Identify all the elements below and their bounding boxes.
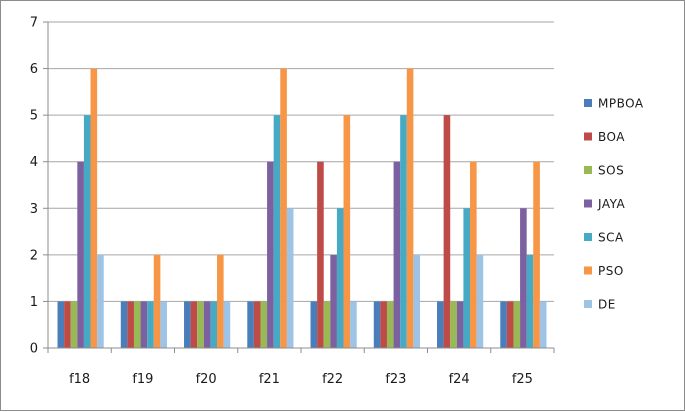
- legend-label: SCA: [598, 231, 624, 245]
- x-tick-label: f19: [132, 372, 153, 387]
- bar: [273, 115, 281, 349]
- y-tick-labels: 0 1 2 3 4 5 6 7: [30, 16, 38, 357]
- bar: [217, 254, 224, 348]
- bar: [533, 161, 540, 348]
- bar: [406, 68, 414, 349]
- bar: [443, 115, 451, 349]
- bar: [476, 254, 484, 348]
- legend-swatch: [584, 266, 592, 275]
- y-tick-label: 3: [30, 202, 38, 217]
- legend-swatch: [584, 132, 592, 141]
- bar: [526, 254, 534, 348]
- bar: [133, 301, 141, 348]
- x-tick-label: f21: [259, 372, 280, 387]
- x-tick-label: f20: [196, 372, 217, 387]
- bar: [513, 301, 521, 348]
- bar: [120, 301, 128, 348]
- y-tick-label: 6: [30, 62, 38, 77]
- bar: [160, 301, 167, 348]
- x-tick-label: f23: [385, 372, 406, 387]
- bar: [463, 208, 471, 348]
- bar: [350, 301, 357, 348]
- legend-label: PSO: [598, 264, 624, 278]
- bar: [413, 254, 420, 348]
- bar: [393, 161, 401, 348]
- legend-label: MPBOA: [598, 97, 644, 111]
- bar: [140, 301, 148, 348]
- bar: [127, 301, 134, 348]
- legend-label: SOS: [598, 164, 624, 178]
- bar: [373, 301, 381, 348]
- bar: [400, 115, 407, 349]
- legend-swatch: [584, 166, 592, 174]
- x-tick-label: f25: [512, 372, 533, 387]
- legend-label: JAYA: [597, 197, 626, 211]
- bar: [260, 301, 268, 348]
- bar: [197, 301, 204, 348]
- y-tick-label: 0: [30, 342, 38, 357]
- bar: [317, 161, 324, 348]
- bar: [380, 301, 387, 348]
- bar: [77, 161, 84, 348]
- bar: [64, 301, 71, 348]
- y-tick-label: 4: [30, 155, 38, 170]
- bars: [57, 68, 547, 349]
- bar: [336, 208, 344, 348]
- x-tick-label: f18: [69, 372, 90, 387]
- legend-swatch: [584, 233, 592, 241]
- bar: [450, 301, 457, 348]
- bar: [500, 301, 507, 348]
- x-tick-labels: f18 f19 f20 f21 f22 f23 f24 f25: [69, 372, 533, 387]
- legend-swatch: [584, 199, 592, 208]
- axes: [47, 22, 555, 353]
- bar: [386, 301, 394, 348]
- bar: [506, 301, 514, 348]
- bar: [280, 68, 287, 349]
- bar: [147, 301, 154, 348]
- bar: [203, 301, 211, 348]
- legend-label: BOA: [598, 130, 625, 144]
- legend-swatch: [584, 300, 592, 308]
- legend: MPBOA BOA SOS JAYA SCA PSO DE: [584, 97, 644, 312]
- bar: [70, 301, 78, 348]
- y-tick-label: 2: [30, 248, 38, 263]
- bar: [343, 115, 351, 349]
- y-tick-label: 7: [30, 16, 38, 31]
- bar: [210, 301, 218, 348]
- bar: [247, 301, 254, 348]
- y-tick-label: 1: [30, 295, 38, 310]
- bar: [83, 115, 91, 349]
- bar: [253, 301, 261, 348]
- bar: [223, 301, 231, 348]
- bar: [184, 301, 191, 348]
- bar: [190, 301, 198, 348]
- bar: [286, 208, 294, 348]
- bar: [330, 254, 337, 348]
- bar: [456, 301, 464, 348]
- x-tick-label: f22: [322, 372, 343, 387]
- bar: [153, 254, 161, 348]
- bar: [267, 161, 274, 348]
- legend-label: DE: [598, 298, 616, 312]
- bar: [539, 301, 547, 348]
- x-tick-label: f24: [449, 372, 470, 387]
- bar: [470, 161, 477, 348]
- legend-swatch: [584, 99, 592, 107]
- bar: [57, 301, 65, 348]
- bar: [97, 254, 104, 348]
- y-tick-label: 5: [30, 109, 38, 124]
- bar: [90, 68, 98, 349]
- bar: [323, 301, 331, 348]
- bar: [520, 208, 527, 348]
- bar: [437, 301, 444, 348]
- bar: [310, 301, 318, 348]
